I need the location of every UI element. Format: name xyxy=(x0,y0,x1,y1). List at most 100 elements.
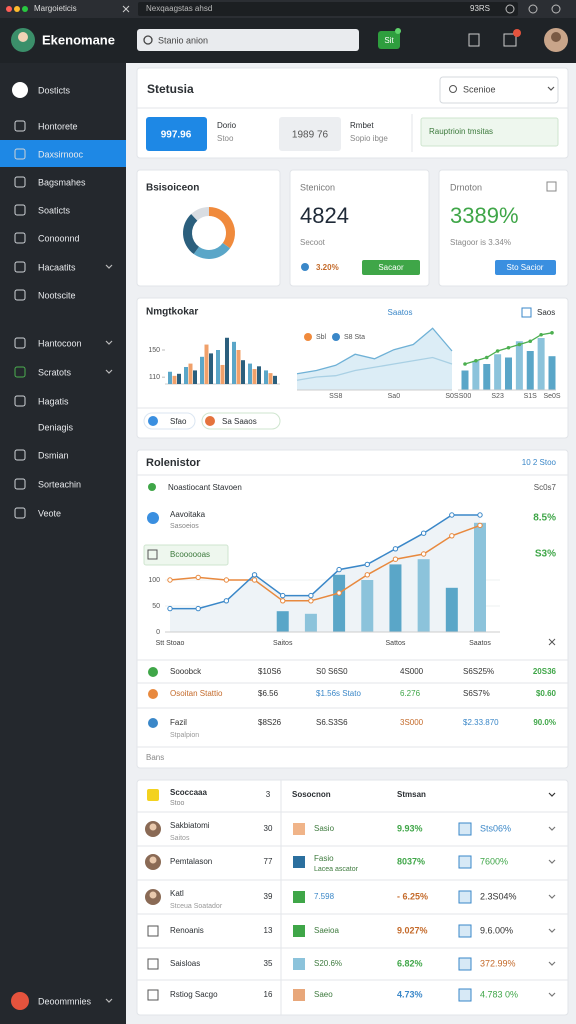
column-header: Sosocnon xyxy=(292,790,331,799)
legend-marker xyxy=(332,333,340,341)
window-button xyxy=(6,6,12,12)
nav-item[interactable]: Nootscite xyxy=(38,290,76,300)
nav-item[interactable]: Soaticts xyxy=(38,205,71,215)
legend-label: S8 Sta xyxy=(344,334,365,341)
cell: Sasio xyxy=(314,824,335,833)
box xyxy=(147,789,159,801)
button-label: Sto Sacior xyxy=(507,263,544,272)
box xyxy=(14,395,26,407)
point xyxy=(420,530,427,536)
cell: 30 xyxy=(264,824,273,833)
brand: Ekenomane xyxy=(42,32,115,47)
legend-marker xyxy=(304,333,312,341)
nav-item[interactable]: Conoonnd xyxy=(38,233,80,243)
action[interactable]: Saos xyxy=(537,308,555,317)
bar xyxy=(209,353,213,384)
column-header: Stmsan xyxy=(397,790,426,799)
search-box[interactable] xyxy=(137,29,359,51)
icon xyxy=(458,957,472,971)
point xyxy=(280,598,286,604)
nav-item[interactable]: Dsmian xyxy=(38,450,69,460)
row-name: Rstiog Sacgo xyxy=(170,990,218,999)
close-icon xyxy=(122,5,130,13)
y-tick-label: 100 xyxy=(148,577,160,584)
point xyxy=(364,561,370,568)
label: Stpalpion xyxy=(170,732,199,739)
nav-item[interactable]: Hacaatits xyxy=(38,262,76,272)
icon xyxy=(293,925,305,937)
icon xyxy=(528,4,538,14)
nav-item[interactable]: Dosticts xyxy=(38,85,71,95)
cell: S6.S3S6 xyxy=(316,718,348,727)
label: Sc0s7 xyxy=(534,483,557,492)
point xyxy=(308,598,314,604)
bar xyxy=(204,344,209,384)
icon xyxy=(148,667,158,677)
label: Saitos xyxy=(170,835,190,842)
bar xyxy=(526,351,534,390)
label: Stagoor is 3.34% xyxy=(450,238,511,247)
column-header: 3 xyxy=(266,790,271,799)
action[interactable]: 10 2 Stoo xyxy=(522,458,557,467)
panel xyxy=(136,779,569,1016)
icon xyxy=(143,35,153,45)
box xyxy=(546,181,557,192)
label: Noastiocant Stavoen xyxy=(168,483,242,492)
panel-title: Stetusia xyxy=(147,82,194,96)
card-value: 4824 xyxy=(300,203,349,228)
y-tick-label: 110 xyxy=(149,374,160,381)
y-tick-label: 0 xyxy=(156,629,160,636)
chevron xyxy=(105,998,113,1003)
chevron xyxy=(548,894,556,899)
nav-item[interactable]: Scratots xyxy=(38,367,72,377)
nav-item[interactable]: Hontorete xyxy=(38,121,78,131)
cell: 7.598 xyxy=(314,892,335,901)
bar xyxy=(232,341,236,384)
donut-slice xyxy=(193,242,231,259)
filter-dropdown[interactable] xyxy=(439,76,559,104)
area xyxy=(170,515,480,632)
icon xyxy=(149,856,157,864)
bar xyxy=(248,363,252,384)
nav-item[interactable]: Veote xyxy=(38,508,61,518)
card-value: 3389% xyxy=(450,203,519,228)
box xyxy=(14,232,26,244)
point xyxy=(223,598,230,604)
search-placeholder: Stanio anion xyxy=(158,35,208,45)
icon xyxy=(147,989,159,1001)
bar xyxy=(168,371,172,384)
card-button[interactable] xyxy=(495,260,556,275)
link[interactable]: Saatos xyxy=(388,308,413,317)
icon xyxy=(293,958,305,970)
cell: 16 xyxy=(264,990,273,999)
nav-item[interactable]: Bagsmahes xyxy=(38,177,86,187)
point xyxy=(195,574,201,581)
cell: 4S000 xyxy=(400,667,424,676)
action-button[interactable] xyxy=(378,31,400,49)
nav-item[interactable]: Hantocoon xyxy=(38,338,82,348)
bar xyxy=(494,354,502,390)
icon xyxy=(551,4,561,14)
donut-slice xyxy=(191,207,209,221)
row-name: Sakbiatomi xyxy=(170,821,210,830)
icon xyxy=(147,925,159,937)
label: Stoo xyxy=(170,800,185,807)
card-button[interactable] xyxy=(362,260,420,275)
bar xyxy=(483,364,491,390)
cell: 2.3S04% xyxy=(480,891,517,901)
cell: 9.027% xyxy=(397,925,428,935)
row-name: Renoanis xyxy=(170,926,204,935)
icon xyxy=(148,718,158,728)
bar xyxy=(177,373,181,384)
nav-item[interactable]: Daxsirnooc xyxy=(38,149,84,159)
bar xyxy=(264,370,268,384)
cell: $6.56 xyxy=(258,689,279,698)
nav-item[interactable]: Deniagis xyxy=(38,422,74,432)
bar xyxy=(172,375,177,384)
nav-item[interactable]: Hagatis xyxy=(38,396,69,406)
legend-label: Sa Saaos xyxy=(222,417,257,426)
nav-item[interactable]: Sorteachin xyxy=(38,479,81,489)
panel xyxy=(136,169,281,287)
sidebar xyxy=(0,63,126,1024)
